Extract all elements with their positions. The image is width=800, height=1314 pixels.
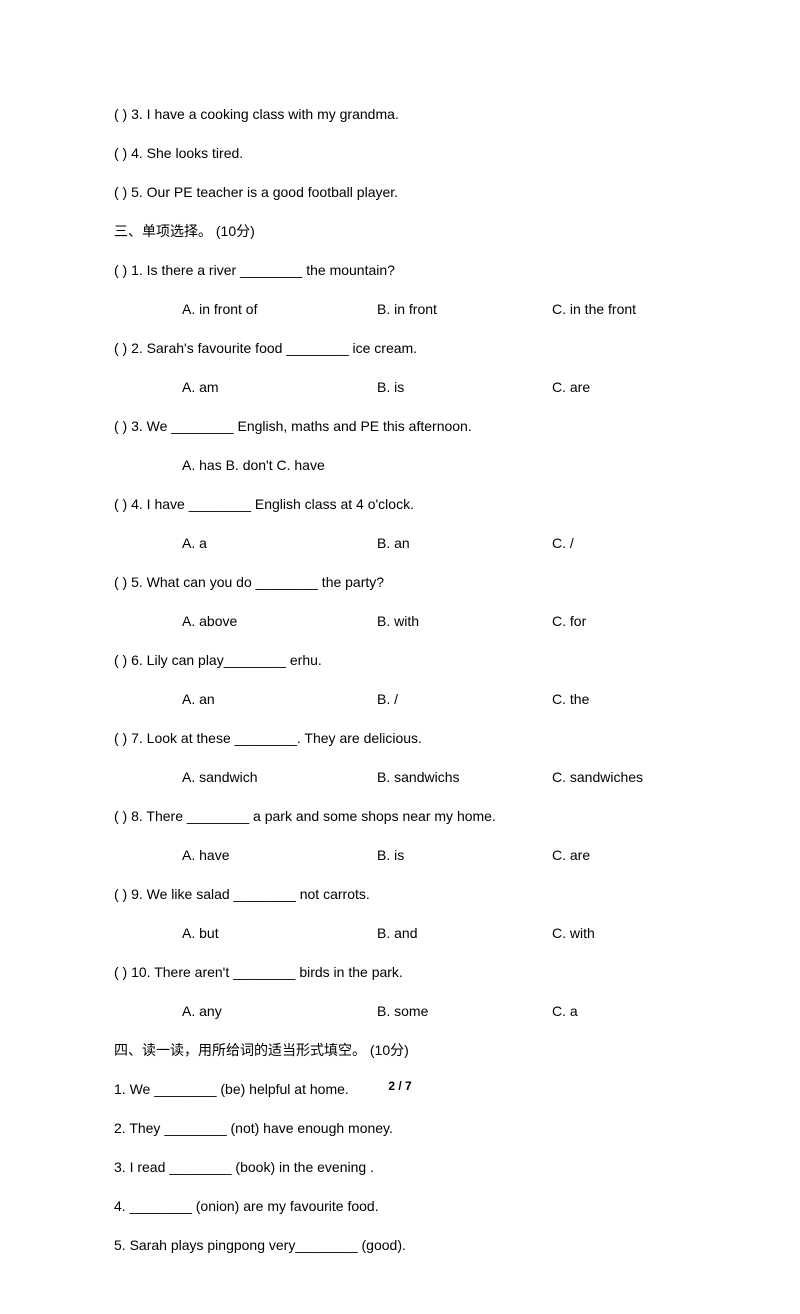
- question-options: A. has B. don't C. have: [182, 455, 686, 476]
- fill-blank-item: 5. Sarah plays pingpong very________ (go…: [114, 1235, 686, 1256]
- option-c: C. are: [552, 377, 686, 398]
- question-options: A. haveB. isC. are: [182, 845, 686, 866]
- question-options: A. in front ofB. in frontC. in the front: [182, 299, 686, 320]
- question-stem: ( ) 4. I have ________ English class at …: [114, 494, 686, 515]
- option-b: B. and: [377, 923, 552, 944]
- option-c: C. the: [552, 689, 686, 710]
- question-options: A. anyB. someC. a: [182, 1001, 686, 1022]
- option-b: B. is: [377, 845, 552, 866]
- question-options: A. butB. andC. with: [182, 923, 686, 944]
- page-footer: 2 / 7: [0, 1079, 800, 1093]
- section2-q5: ( ) 5. Our PE teacher is a good football…: [114, 182, 686, 203]
- question-stem: ( ) 3. We ________ English, maths and PE…: [114, 416, 686, 437]
- section2-q3: ( ) 3. I have a cooking class with my gr…: [114, 104, 686, 125]
- option-a: A. am: [182, 377, 377, 398]
- option-b: B. an: [377, 533, 552, 554]
- page-content: ( ) 3. I have a cooking class with my gr…: [0, 0, 800, 1314]
- option-c: C. a: [552, 1001, 686, 1022]
- option-c: C. /: [552, 533, 686, 554]
- option-c: C. with: [552, 923, 686, 944]
- question-stem: ( ) 7. Look at these ________. They are …: [114, 728, 686, 749]
- question-stem: ( ) 8. There ________ a park and some sh…: [114, 806, 686, 827]
- question-stem: ( ) 1. Is there a river ________ the mou…: [114, 260, 686, 281]
- option-c: C. sandwiches: [552, 767, 686, 788]
- question-options: A. aboveB. withC. for: [182, 611, 686, 632]
- section3-items: ( ) 1. Is there a river ________ the mou…: [114, 260, 686, 1022]
- section4-items: 1. We ________ (be) helpful at home.2. T…: [114, 1079, 686, 1256]
- option-a: A. sandwich: [182, 767, 377, 788]
- section3-header: 三、单项选择。 (10分): [114, 221, 686, 242]
- fill-blank-item: 3. I read ________ (book) in the evening…: [114, 1157, 686, 1178]
- option-a: A. in front of: [182, 299, 377, 320]
- option-b: B. sandwichs: [377, 767, 552, 788]
- option-a: A. have: [182, 845, 377, 866]
- option-c: C. are: [552, 845, 686, 866]
- section2-q4: ( ) 4. She looks tired.: [114, 143, 686, 164]
- question-options: A. anB. /C. the: [182, 689, 686, 710]
- question-stem: ( ) 10. There aren't ________ birds in t…: [114, 962, 686, 983]
- question-stem: ( ) 6. Lily can play________ erhu.: [114, 650, 686, 671]
- option-b: B. in front: [377, 299, 552, 320]
- option-a: A. but: [182, 923, 377, 944]
- option-a: A. above: [182, 611, 377, 632]
- option-b: B. is: [377, 377, 552, 398]
- fill-blank-item: 4. ________ (onion) are my favourite foo…: [114, 1196, 686, 1217]
- option-a: A. an: [182, 689, 377, 710]
- option-a: A. any: [182, 1001, 377, 1022]
- fill-blank-item: 2. They ________ (not) have enough money…: [114, 1118, 686, 1139]
- option-c: C. for: [552, 611, 686, 632]
- option-b: B. /: [377, 689, 552, 710]
- question-options: A. aB. anC. /: [182, 533, 686, 554]
- question-stem: ( ) 5. What can you do ________ the part…: [114, 572, 686, 593]
- option-b: B. with: [377, 611, 552, 632]
- question-options: A. sandwichB. sandwichsC. sandwiches: [182, 767, 686, 788]
- option-a: A. a: [182, 533, 377, 554]
- question-stem: ( ) 2. Sarah's favourite food ________ i…: [114, 338, 686, 359]
- option-b: B. some: [377, 1001, 552, 1022]
- question-stem: ( ) 9. We like salad ________ not carrot…: [114, 884, 686, 905]
- section4-header: 四、读一读，用所给词的适当形式填空。 (10分): [114, 1040, 686, 1061]
- question-options: A. amB. isC. are: [182, 377, 686, 398]
- option-c: C. in the front: [552, 299, 686, 320]
